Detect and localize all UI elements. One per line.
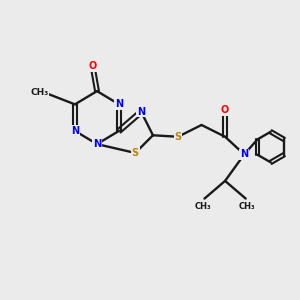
Text: CH₃: CH₃ [30,88,48,97]
Text: N: N [137,107,145,117]
Text: N: N [240,149,248,159]
Text: O: O [88,61,97,71]
Text: O: O [221,105,229,115]
Text: CH₃: CH₃ [195,202,211,211]
Text: S: S [132,148,139,158]
Text: N: N [93,139,101,149]
Text: N: N [71,126,79,136]
Text: N: N [115,99,123,110]
Text: S: S [174,132,182,142]
Text: CH₃: CH₃ [239,202,256,211]
